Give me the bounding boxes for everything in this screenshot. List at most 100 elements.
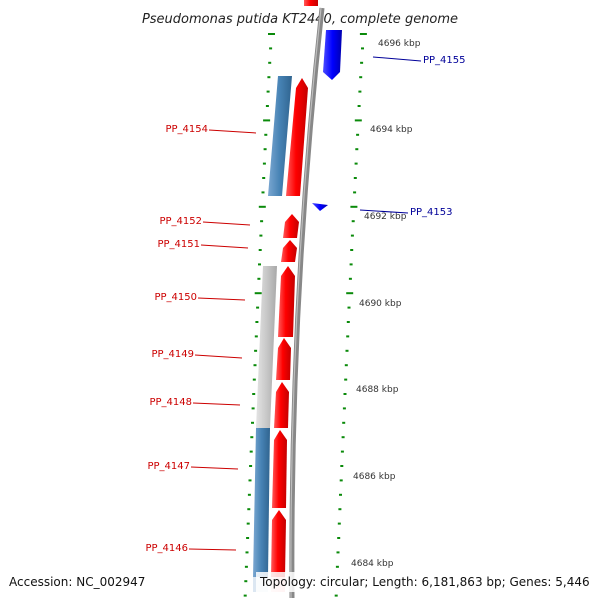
- gene-PP_4149-arrow[interactable]: [276, 338, 291, 380]
- ruler-mark: [254, 335, 258, 338]
- backbone-line: [289, 7, 325, 599]
- ruler-mark: [361, 47, 364, 50]
- topology-text: Topology: circular; Length: 6,181,863 bp…: [259, 575, 590, 589]
- ruler-mark: [337, 522, 341, 525]
- gene-PP_4151-arrow[interactable]: [281, 240, 297, 262]
- gene-PP_4155-arrow[interactable]: [323, 30, 342, 80]
- ruler-mark: [350, 205, 358, 208]
- ruler-mark: [246, 522, 250, 525]
- ruler-mark: [346, 335, 350, 338]
- ruler-mark: [346, 292, 354, 295]
- ruler-mark: [253, 364, 257, 367]
- ruler-mark: [244, 580, 248, 583]
- ruler-mark: [265, 105, 269, 107]
- ruler-mark: [337, 537, 341, 539]
- ruler-mark: [339, 493, 342, 496]
- ruler-mark: [347, 306, 351, 309]
- gene-PP_4150-arrow[interactable]: [278, 266, 295, 337]
- ruler-mark: [334, 594, 338, 597]
- ruler-mark: [258, 263, 261, 266]
- ruler-mark: [336, 551, 340, 554]
- ruler-mark: [354, 119, 362, 122]
- ruler-mark: [338, 508, 342, 511]
- ruler-mark: [269, 47, 273, 50]
- ruler-mark: [354, 162, 358, 165]
- ruler-mark: [348, 277, 352, 280]
- ruler-mark: [340, 465, 344, 467]
- leader-line-PP_4155: [372, 56, 422, 62]
- ruler-mark: [359, 33, 367, 35]
- ruler-mark: [268, 33, 275, 35]
- leader-line-PP_4154: [208, 129, 257, 134]
- leader-line-PP_4148: [192, 402, 241, 406]
- ruler-mark: [244, 565, 248, 568]
- ruler-left-marks: [243, 33, 275, 597]
- gene-label-PP_4153[interactable]: PP_4153: [410, 207, 453, 218]
- ruler-mark: [252, 378, 256, 381]
- ruler-mark: [267, 76, 271, 79]
- ruler-mark: [252, 393, 256, 395]
- ruler-mark: [247, 508, 251, 511]
- gene-label-PP_4146[interactable]: PP_4146: [145, 543, 188, 554]
- ruler-mark: [264, 133, 268, 136]
- ruler-right-marks: [334, 33, 367, 597]
- leader-line-PP_4152: [202, 221, 251, 226]
- tick-label-4684: 4684 kbp: [351, 559, 394, 569]
- ruler-mark: [247, 493, 251, 496]
- gene-label-PP_4149[interactable]: PP_4149: [151, 349, 194, 360]
- ruler-mark: [258, 205, 266, 208]
- tick-label-4692: 4692 kbp: [364, 212, 407, 222]
- leader-line-PP_4153: [359, 209, 409, 214]
- ruler-mark: [350, 234, 354, 237]
- gene-PP_4146-arrow[interactable]: [271, 510, 286, 577]
- tick-label-4690: 4690 kbp: [359, 299, 402, 309]
- ruler-mark: [251, 421, 254, 424]
- ruler-mark: [249, 465, 253, 467]
- ruler-mark: [344, 378, 348, 381]
- gene-PP_4147-arrow[interactable]: [272, 430, 287, 508]
- ruler-mark: [249, 450, 253, 453]
- ruler-mark: [351, 220, 355, 223]
- ruler-mark: [243, 594, 247, 597]
- ruler-mark: [263, 148, 267, 151]
- tick-label-4694: 4694 kbp: [370, 125, 413, 135]
- gene-label-PP_4147[interactable]: PP_4147: [147, 461, 190, 472]
- gene-PP_4153-arrow[interactable]: [312, 203, 328, 211]
- gene-top-fragment[interactable]: [304, 0, 318, 6]
- gene-PP_4152-arrow[interactable]: [283, 214, 299, 238]
- accession-text: Accession: NC_002947: [9, 575, 145, 589]
- ruler-mark: [262, 162, 266, 165]
- ruler-mark: [341, 436, 345, 439]
- gene-label-PP_4155[interactable]: PP_4155: [423, 55, 466, 66]
- feature-band-grey: [256, 266, 277, 428]
- gene-label-PP_4151[interactable]: PP_4151: [157, 239, 200, 250]
- feature-band-blue-upper: [268, 76, 292, 196]
- tick-label-4696: 4696 kbp: [378, 39, 421, 49]
- gene-label-PP_4152[interactable]: PP_4152: [159, 216, 202, 227]
- map-title: Pseudomonas putida KT2440, complete geno…: [142, 12, 458, 27]
- gene-PP_4154-arrow[interactable]: [286, 78, 308, 196]
- ruler-mark: [359, 76, 363, 79]
- ruler-mark: [266, 90, 270, 93]
- gene-PP_4148-arrow[interactable]: [274, 382, 289, 428]
- ruler-mark: [350, 249, 354, 251]
- leader-line-PP_4150: [197, 297, 246, 301]
- gene-label-PP_4150[interactable]: PP_4150: [154, 292, 197, 303]
- ruler-mark: [342, 407, 346, 410]
- ruler-mark: [260, 220, 264, 223]
- ruler-mark: [254, 349, 258, 352]
- ruler-mark: [257, 277, 261, 280]
- leader-line-PP_4146: [188, 548, 237, 551]
- ruler-mark: [349, 263, 353, 266]
- ruler-mark: [353, 191, 357, 194]
- gene-label-PP_4148[interactable]: PP_4148: [149, 397, 192, 408]
- ruler-mark: [345, 349, 349, 352]
- ruler-mark: [344, 364, 348, 367]
- gene-label-PP_4154[interactable]: PP_4154: [165, 124, 208, 135]
- ruler-mark: [358, 90, 362, 93]
- ruler-mark: [268, 61, 272, 64]
- ruler-mark: [251, 407, 255, 410]
- ruler-mark: [254, 292, 262, 295]
- ruler-mark: [259, 234, 263, 237]
